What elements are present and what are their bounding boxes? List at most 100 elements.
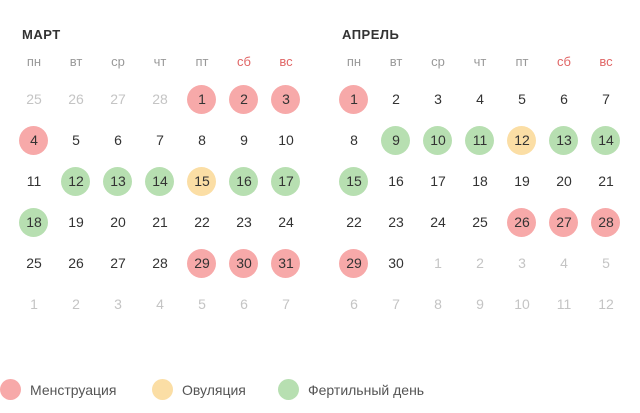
weekday-label: пн	[346, 54, 362, 69]
day-cell-other-month[interactable]: 4	[139, 287, 181, 321]
day-cell[interactable]: 12	[501, 123, 543, 157]
day-cell[interactable]: 21	[139, 205, 181, 239]
day-cell[interactable]: 11	[459, 123, 501, 157]
day-cell[interactable]: 9	[375, 123, 417, 157]
day-cell[interactable]: 7	[585, 82, 627, 116]
day-number: 4	[560, 255, 568, 271]
day-cell-other-month[interactable]: 26	[55, 82, 97, 116]
day-cell[interactable]: 4	[459, 82, 501, 116]
day-cell-other-month[interactable]: 3	[97, 287, 139, 321]
day-cell[interactable]: 27	[97, 246, 139, 280]
day-cell-other-month[interactable]: 12	[585, 287, 627, 321]
day-cell-other-month[interactable]: 8	[417, 287, 459, 321]
day-cell-other-month[interactable]: 3	[501, 246, 543, 280]
day-number: 10	[278, 132, 294, 148]
day-cell[interactable]: 16	[223, 164, 265, 198]
day-cell[interactable]: 18	[459, 164, 501, 198]
ovulation-marker-icon	[506, 125, 536, 155]
day-number: 6	[240, 296, 248, 312]
day-cell-other-month[interactable]: 5	[585, 246, 627, 280]
day-cell[interactable]: 4	[13, 123, 55, 157]
day-cell[interactable]: 15	[333, 164, 375, 198]
day-cell[interactable]: 7	[139, 123, 181, 157]
day-cell[interactable]: 25	[459, 205, 501, 239]
day-cell-other-month[interactable]: 1	[13, 287, 55, 321]
day-cell-other-month[interactable]: 2	[55, 287, 97, 321]
day-cell-other-month[interactable]: 25	[13, 82, 55, 116]
day-cell[interactable]: 24	[265, 205, 307, 239]
day-cell-other-month[interactable]: 11	[543, 287, 585, 321]
day-cell[interactable]: 3	[417, 82, 459, 116]
day-number: 27	[556, 214, 572, 230]
day-number: 28	[152, 91, 168, 107]
day-cell[interactable]: 27	[543, 205, 585, 239]
day-cell[interactable]: 19	[501, 164, 543, 198]
day-cell[interactable]: 29	[181, 246, 223, 280]
legend-label: Фертильный день	[308, 382, 425, 398]
day-cell-other-month[interactable]: 2	[459, 246, 501, 280]
day-cell[interactable]: 29	[333, 246, 375, 280]
day-cell-other-month[interactable]: 9	[459, 287, 501, 321]
day-cell[interactable]: 28	[139, 246, 181, 280]
day-cell[interactable]: 28	[585, 205, 627, 239]
day-cell[interactable]: 17	[417, 164, 459, 198]
day-cell[interactable]: 14	[139, 164, 181, 198]
legend-label: Овуляция	[182, 382, 246, 398]
day-number: 13	[556, 132, 572, 148]
day-cell-other-month[interactable]: 6	[333, 287, 375, 321]
day-cell[interactable]: 9	[223, 123, 265, 157]
day-cell-other-month[interactable]: 4	[543, 246, 585, 280]
day-cell-other-month[interactable]: 5	[181, 287, 223, 321]
day-cell[interactable]: 10	[265, 123, 307, 157]
day-cell[interactable]: 22	[333, 205, 375, 239]
day-cell[interactable]: 13	[97, 164, 139, 198]
day-cell[interactable]: 30	[223, 246, 265, 280]
day-cell[interactable]: 12	[55, 164, 97, 198]
day-cell[interactable]: 1	[181, 82, 223, 116]
day-number: 18	[26, 214, 42, 230]
day-cell[interactable]: 8	[181, 123, 223, 157]
day-cell[interactable]: 6	[543, 82, 585, 116]
day-cell[interactable]: 3	[265, 82, 307, 116]
day-cell[interactable]: 2	[223, 82, 265, 116]
day-cell[interactable]: 8	[333, 123, 375, 157]
day-cell[interactable]: 11	[13, 164, 55, 198]
day-cell[interactable]: 17	[265, 164, 307, 198]
day-cell-other-month[interactable]: 1	[417, 246, 459, 280]
day-cell[interactable]: 23	[375, 205, 417, 239]
day-cell-other-month[interactable]: 28	[139, 82, 181, 116]
day-cell-other-month[interactable]: 27	[97, 82, 139, 116]
day-cell[interactable]: 14	[585, 123, 627, 157]
day-cell-other-month[interactable]: 10	[501, 287, 543, 321]
day-number: 4	[156, 296, 164, 312]
day-cell-other-month[interactable]: 7	[265, 287, 307, 321]
day-cell[interactable]: 1	[333, 82, 375, 116]
day-cell[interactable]: 19	[55, 205, 97, 239]
day-cell[interactable]: 2	[375, 82, 417, 116]
menstruation-marker-icon	[506, 207, 536, 237]
day-cell[interactable]: 16	[375, 164, 417, 198]
day-cell[interactable]: 21	[585, 164, 627, 198]
day-cell[interactable]: 23	[223, 205, 265, 239]
day-cell[interactable]: 18	[13, 205, 55, 239]
day-cell[interactable]: 31	[265, 246, 307, 280]
day-cell[interactable]: 25	[13, 246, 55, 280]
menstruation-marker-icon	[228, 248, 258, 278]
day-cell[interactable]: 6	[97, 123, 139, 157]
weekday-label: вт	[389, 54, 403, 69]
day-cell-other-month[interactable]: 7	[375, 287, 417, 321]
day-cell[interactable]: 26	[55, 246, 97, 280]
day-cell[interactable]: 5	[55, 123, 97, 157]
day-cell[interactable]: 24	[417, 205, 459, 239]
day-number: 21	[152, 214, 168, 230]
day-cell[interactable]: 15	[181, 164, 223, 198]
day-cell[interactable]: 26	[501, 205, 543, 239]
day-cell[interactable]: 10	[417, 123, 459, 157]
day-cell[interactable]: 20	[543, 164, 585, 198]
day-cell[interactable]: 20	[97, 205, 139, 239]
day-cell[interactable]: 30	[375, 246, 417, 280]
day-cell-other-month[interactable]: 6	[223, 287, 265, 321]
day-cell[interactable]: 13	[543, 123, 585, 157]
day-cell[interactable]: 5	[501, 82, 543, 116]
day-cell[interactable]: 22	[181, 205, 223, 239]
